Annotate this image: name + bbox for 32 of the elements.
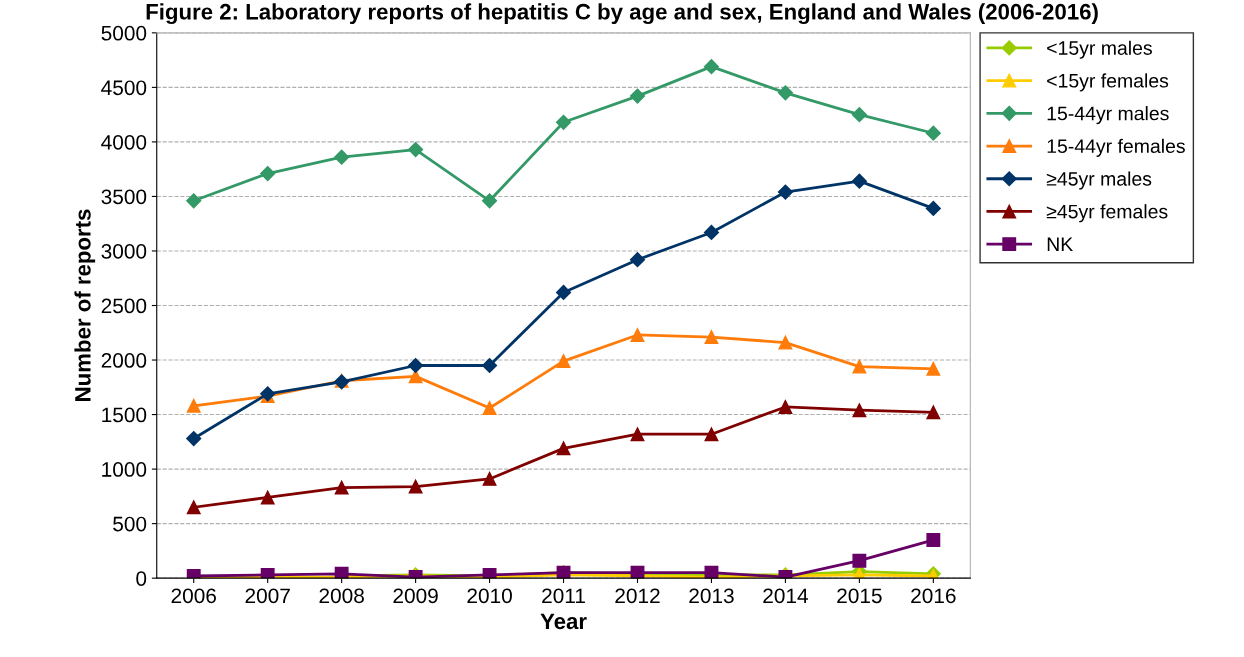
y-tick-label: 4000 <box>101 134 147 150</box>
y-tick-label: 3000 <box>101 243 147 259</box>
y-tick-label: 2000 <box>101 353 147 368</box>
y-tick-label: 4500 <box>101 80 147 96</box>
y-tick-label: 500 <box>113 516 147 532</box>
x-tick-label: 2006 <box>171 588 216 604</box>
x-axis-title: Year <box>540 613 587 630</box>
legend-label: 15-44yr females <box>1047 138 1185 157</box>
x-tick-label: 2013 <box>689 588 734 604</box>
y-tick-label: 1500 <box>102 407 147 423</box>
y-tick-label: 3500 <box>101 189 147 205</box>
y-tick-label: 2500 <box>101 298 147 314</box>
y-tick-label: 5000 <box>101 25 147 41</box>
x-tick-label: 2014 <box>763 588 808 604</box>
x-tick-label: 2012 <box>615 588 660 604</box>
x-tick-label: 2016 <box>911 588 956 604</box>
x-tick-label: 2009 <box>393 588 438 604</box>
legend-label: NK <box>1047 237 1073 251</box>
legend-label: <15yr females <box>1047 73 1169 92</box>
y-tick-label: 0 <box>136 571 147 586</box>
legend-label: ≥45yr males <box>1046 171 1152 190</box>
legend-label: ≥45yr females <box>1046 204 1168 223</box>
legend-label: <15yr males <box>1047 40 1152 59</box>
y-axis-title: Number of reports <box>74 209 96 401</box>
x-tick-label: 2011 <box>542 588 585 604</box>
x-tick-label: 2008 <box>319 588 364 604</box>
x-tick-label: 2015 <box>837 588 882 604</box>
chart-title: Figure 2: Laboratory reports of hepatitis C by age and sex, England and Wales (2006-2016) <box>146 3 1098 25</box>
x-tick-label: 2007 <box>245 588 290 604</box>
y-tick-label: 1000 <box>102 462 147 477</box>
x-tick-label: 2010 <box>467 588 512 604</box>
legend-label: 15-44yr males <box>1047 106 1169 125</box>
